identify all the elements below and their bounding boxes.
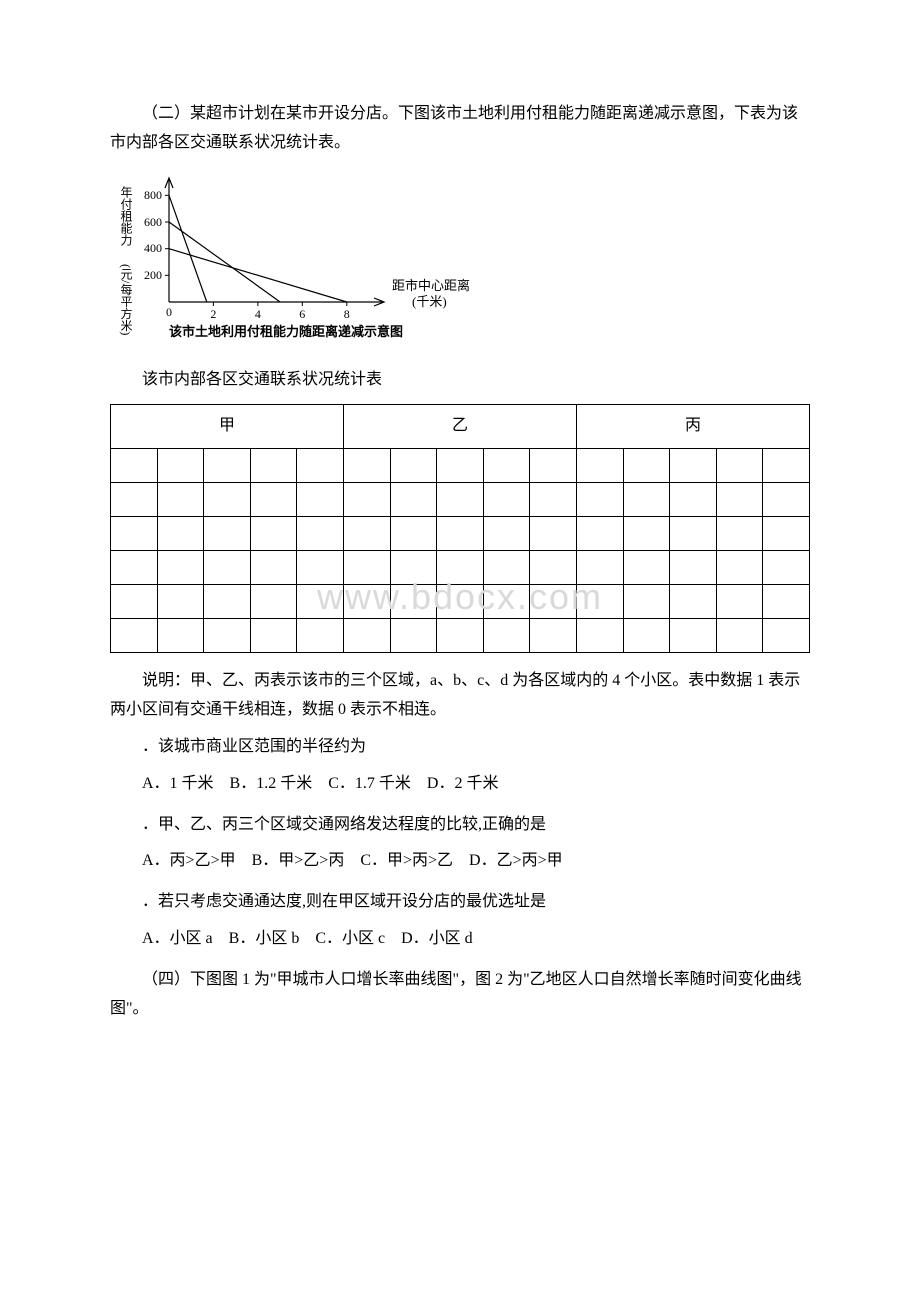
svg-text:600: 600: [144, 215, 162, 229]
table-caption: 该市内部各区交通联系状况统计表: [110, 366, 810, 395]
rent-chart: 年付租能力 (元/每平方米) 200 400 600 800 0 2 4 6 8…: [114, 172, 810, 342]
q1-stem: ．该城市商业区范围的半径约为: [110, 733, 810, 762]
svg-text:2: 2: [210, 307, 216, 321]
svg-text:距市中心距离: 距市中心距离: [392, 278, 470, 293]
svg-text:4: 4: [255, 307, 261, 321]
svg-text:6: 6: [299, 307, 305, 321]
chart-caption: 该市土地利用付租能力随距离递减示意图: [169, 324, 403, 339]
q1-options: A．1 千米 B．1.2 千米 C．1.7 千米 D．2 千米: [110, 770, 810, 799]
svg-text:(千米): (千米): [412, 294, 447, 309]
q2-options: A．丙>乙>甲 B．甲>乙>丙 C．甲>丙>乙 D．乙>丙>甲: [110, 847, 810, 876]
traffic-table: 甲 乙 丙: [110, 404, 810, 653]
svg-text:800: 800: [144, 188, 162, 202]
section4-intro: （四）下图图 1 为"甲城市人口增长率曲线图"，图 2 为"乙地区人口自然增长率…: [110, 966, 810, 1024]
svg-text:0: 0: [166, 305, 172, 319]
q3-stem: ．若只考虑交通通达度,则在甲区域开设分店的最优选址是: [110, 888, 810, 917]
svg-text:(元/每平方米): (元/每平方米): [119, 264, 133, 335]
svg-text:8: 8: [344, 307, 350, 321]
rent-chart-svg: 年付租能力 (元/每平方米) 200 400 600 800 0 2 4 6 8…: [114, 172, 484, 342]
col-group-yi: 乙: [343, 405, 576, 449]
col-group-jia: 甲: [111, 405, 344, 449]
col-group-bing: 丙: [576, 405, 809, 449]
svg-text:200: 200: [144, 268, 162, 282]
table-explain: 说明：甲、乙、丙表示该市的三个区域，a、b、c、d 为各区域内的 4 个小区。表…: [110, 667, 810, 725]
svg-text:400: 400: [144, 241, 162, 255]
svg-text:年付租能力: 年付租能力: [119, 185, 133, 246]
q3-options: A．小区 a B．小区 b C．小区 c D．小区 d: [110, 925, 810, 954]
section2-intro: （二）某超市计划在某市开设分店。下图该市土地利用付租能力随距离递减示意图，下表为…: [110, 100, 810, 158]
q2-stem: ．甲、乙、丙三个区域交通网络发达程度的比较,正确的是: [110, 811, 810, 840]
